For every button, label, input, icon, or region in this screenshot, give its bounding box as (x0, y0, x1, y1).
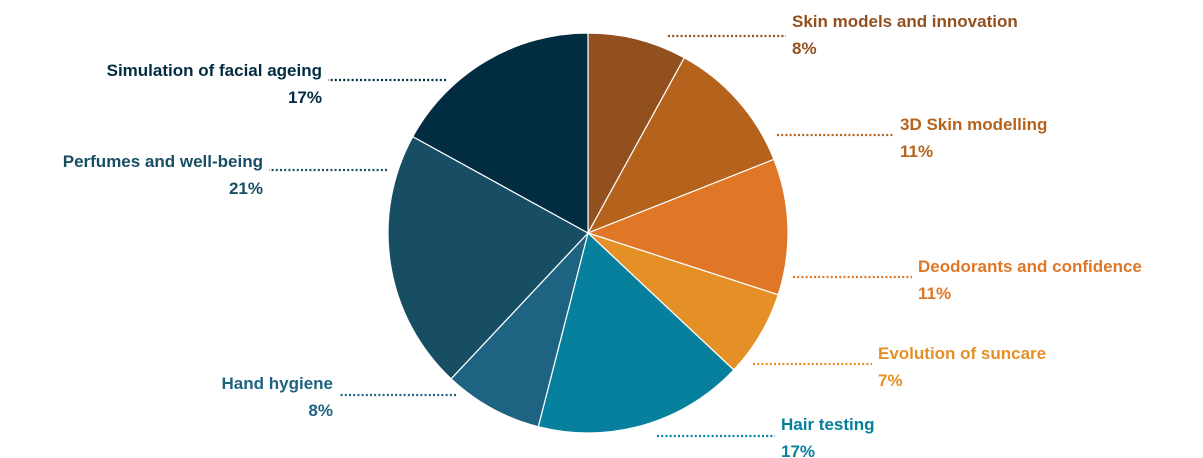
slice-label-3d-skin-modelling: 3D Skin modelling (900, 115, 1047, 134)
slice-percent-simulation-of-facial-ageing: 17% (288, 88, 322, 107)
pie-slices (387, 32, 789, 434)
pie-slice-hair-testing (537, 231, 735, 434)
slice-labels: Skin models and innovation 8% 3D Skin mode… (63, 12, 1142, 458)
slice-percent-deodorants-and-confidence: 11% (918, 284, 951, 303)
slice-label-hand-hygiene: Hand hygiene (222, 374, 333, 393)
pie-slice-3d-skin-modelling (586, 56, 775, 235)
pie-slice-deodorants-and-confidence (586, 158, 789, 296)
slice-label-hair-testing: Hair testing (781, 415, 875, 434)
slice-percent-perfumes-and-well-being: 21% (229, 179, 263, 198)
slice-label-deodorants-and-confidence: Deodorants and confidence (918, 257, 1142, 276)
pie-slice-hand-hygiene (450, 232, 589, 428)
pie-slice-perfumes-and-well-being (387, 135, 589, 380)
slice-label-perfumes-and-well-being: Perfumes and well-being (63, 152, 263, 171)
slice-label-skin-models-and-innovation: Skin models and innovation (792, 12, 1018, 31)
slice-percent-skin-models-and-innovation: 8% (792, 39, 817, 58)
slice-percent-3d-skin-modelling: 11% (900, 142, 933, 161)
leader-lines (269, 34, 912, 438)
pie-slice-skin-models-and-innovation (587, 32, 686, 234)
slice-label-evolution-of-suncare: Evolution of suncare (878, 344, 1046, 363)
slice-percent-evolution-of-suncare: 7% (878, 371, 903, 390)
slice-percent-hand-hygiene: 8% (308, 401, 333, 420)
slice-label-simulation-of-facial-ageing: Simulation of facial ageing (107, 61, 322, 80)
pie-slice-simulation-of-facial-ageing (411, 32, 589, 235)
slice-percent-hair-testing: 17% (781, 442, 815, 458)
